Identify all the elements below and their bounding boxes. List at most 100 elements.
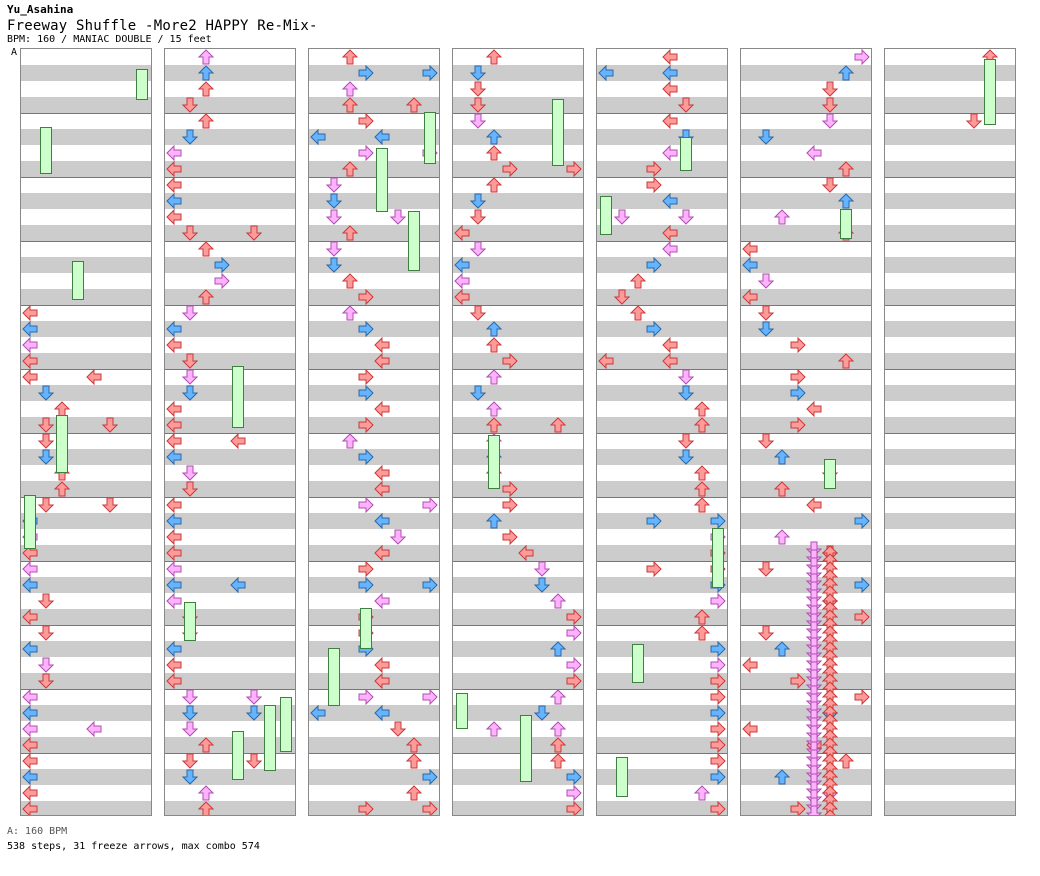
right-arrow-icon xyxy=(854,577,870,593)
left-arrow-icon xyxy=(454,257,470,273)
chart-meta: BPM: 160 / MANIAC DOUBLE / 15 feet xyxy=(7,34,212,45)
right-arrow-icon xyxy=(710,657,726,673)
right-arrow-icon xyxy=(566,161,582,177)
down-arrow-icon xyxy=(182,753,198,769)
freeze-arrow xyxy=(360,608,372,649)
left-arrow-icon xyxy=(86,721,102,737)
up-arrow-icon xyxy=(838,161,854,177)
freeze-arrow xyxy=(632,644,644,683)
right-arrow-icon xyxy=(790,673,806,689)
measure-line xyxy=(21,241,151,242)
right-arrow-icon xyxy=(502,481,518,497)
left-arrow-icon xyxy=(166,145,182,161)
right-arrow-icon xyxy=(646,561,662,577)
freeze-arrow xyxy=(600,196,612,235)
measure-line xyxy=(885,561,1015,562)
right-arrow-icon xyxy=(502,161,518,177)
up-arrow-icon xyxy=(694,481,710,497)
right-arrow-icon xyxy=(854,609,870,625)
up-arrow-icon xyxy=(694,785,710,801)
right-arrow-icon xyxy=(214,273,230,289)
right-arrow-icon xyxy=(646,513,662,529)
up-arrow-icon xyxy=(342,433,358,449)
freeze-arrow xyxy=(232,731,244,780)
up-arrow-icon xyxy=(486,145,502,161)
up-arrow-icon xyxy=(824,809,836,815)
measure-line xyxy=(885,369,1015,370)
measure-line xyxy=(741,433,871,434)
right-arrow-icon xyxy=(358,145,374,161)
right-arrow-icon xyxy=(710,721,726,737)
up-arrow-icon xyxy=(486,417,502,433)
right-arrow-icon xyxy=(710,753,726,769)
right-arrow-icon xyxy=(422,577,438,593)
measure-line xyxy=(21,433,151,434)
measure-line xyxy=(453,625,583,626)
measure-line xyxy=(597,497,727,498)
down-arrow-icon xyxy=(806,805,822,815)
down-arrow-icon xyxy=(182,97,198,113)
up-arrow-icon xyxy=(550,737,566,753)
chart-column-5 xyxy=(596,48,728,816)
right-arrow-icon xyxy=(710,641,726,657)
down-arrow-icon xyxy=(678,209,694,225)
right-arrow-icon xyxy=(854,513,870,529)
right-arrow-icon xyxy=(566,609,582,625)
down-arrow-icon xyxy=(390,209,406,225)
right-arrow-icon xyxy=(854,49,870,65)
right-arrow-icon xyxy=(358,385,374,401)
down-arrow-icon xyxy=(38,673,54,689)
up-arrow-icon xyxy=(198,785,214,801)
up-arrow-icon xyxy=(198,65,214,81)
left-arrow-icon xyxy=(166,433,182,449)
up-arrow-icon xyxy=(198,241,214,257)
left-arrow-icon xyxy=(166,641,182,657)
measure-line xyxy=(453,753,583,754)
left-arrow-icon xyxy=(806,497,822,513)
measure-line xyxy=(21,497,151,498)
up-arrow-icon xyxy=(774,209,790,225)
measure-line xyxy=(453,177,583,178)
measure-line xyxy=(741,497,871,498)
down-arrow-icon xyxy=(758,625,774,641)
measure-line xyxy=(165,177,295,178)
left-arrow-icon xyxy=(742,257,758,273)
measure-line xyxy=(21,113,151,114)
measure-line xyxy=(309,497,439,498)
right-arrow-icon xyxy=(646,257,662,273)
down-arrow-icon xyxy=(182,353,198,369)
up-arrow-icon xyxy=(550,641,566,657)
down-arrow-icon xyxy=(38,593,54,609)
measure-line xyxy=(165,241,295,242)
up-arrow-icon xyxy=(694,625,710,641)
down-arrow-icon xyxy=(470,113,486,129)
up-arrow-icon xyxy=(774,529,790,545)
up-arrow-icon xyxy=(694,417,710,433)
left-arrow-icon xyxy=(166,593,182,609)
measure-line xyxy=(309,753,439,754)
up-arrow-icon xyxy=(198,801,214,815)
measure-line xyxy=(453,433,583,434)
left-arrow-icon xyxy=(374,513,390,529)
freeze-arrow xyxy=(520,715,532,782)
measure-line xyxy=(741,305,871,306)
down-arrow-icon xyxy=(534,577,550,593)
left-arrow-icon xyxy=(454,289,470,305)
down-arrow-icon xyxy=(38,625,54,641)
left-arrow-icon xyxy=(374,337,390,353)
measure-line xyxy=(21,561,151,562)
measure-line xyxy=(597,113,727,114)
down-arrow-icon xyxy=(678,97,694,113)
right-arrow-icon xyxy=(358,289,374,305)
measure-line xyxy=(741,177,871,178)
freeze-arrow xyxy=(680,137,692,171)
left-arrow-icon xyxy=(22,609,38,625)
measure-line xyxy=(165,369,295,370)
down-arrow-icon xyxy=(102,417,118,433)
measure-line xyxy=(597,305,727,306)
left-arrow-icon xyxy=(454,225,470,241)
measure-line xyxy=(453,113,583,114)
right-arrow-icon xyxy=(566,673,582,689)
down-arrow-icon xyxy=(470,385,486,401)
left-arrow-icon xyxy=(22,337,38,353)
